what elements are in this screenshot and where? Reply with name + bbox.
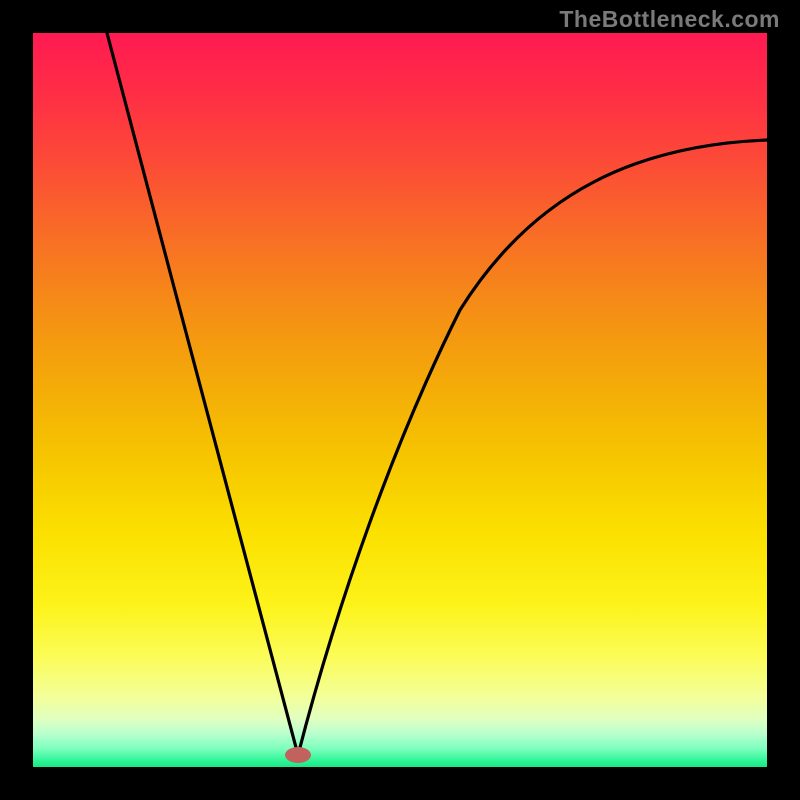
trough-marker [285, 747, 311, 763]
chart-container: TheBottleneck.com [0, 0, 800, 800]
watermark-label: TheBottleneck.com [559, 6, 780, 33]
chart-svg [0, 0, 800, 800]
plot-area [33, 33, 767, 767]
